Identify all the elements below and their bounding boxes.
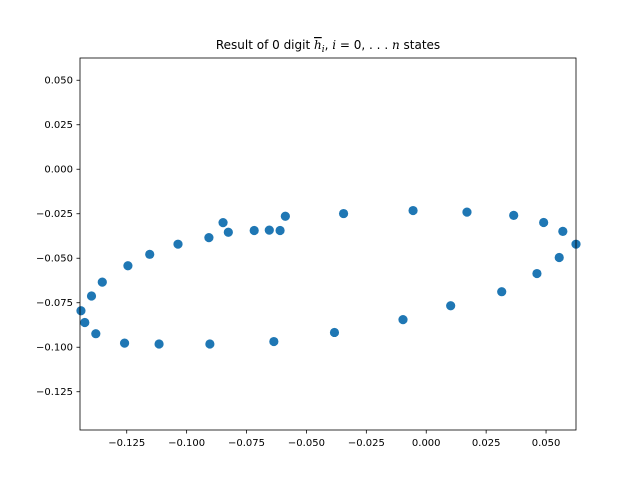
x-tick-label: 0.050 — [532, 438, 561, 449]
data-point — [145, 249, 155, 259]
data-point — [249, 225, 259, 236]
title-comma: , — [325, 38, 333, 52]
y-axis-ticks: 0.050 0.025 0.000 −0.025 −0.050 −0.075 −0.100 −… — [36, 76, 80, 398]
data-point — [173, 239, 183, 249]
x-tick-label: −0.100 — [168, 438, 205, 449]
y-tick-label: 0.000 — [44, 165, 73, 176]
data-point — [123, 261, 133, 271]
y-tick-label: 0.050 — [44, 76, 73, 87]
data-point — [86, 291, 97, 301]
data-point — [338, 208, 349, 219]
data-point — [80, 317, 90, 328]
data-point — [76, 306, 86, 316]
x-tick-label: −0.075 — [228, 438, 265, 449]
x-tick-label: −0.125 — [108, 438, 145, 449]
data-point — [558, 226, 568, 236]
chart-title: Result of 0 digit hi, i = 0, . . . n sta… — [216, 38, 440, 55]
y-tick-label: −0.050 — [36, 254, 73, 265]
data-point — [91, 329, 101, 339]
y-tick-label: −0.125 — [36, 387, 73, 398]
data-point — [218, 218, 228, 228]
data-point — [264, 225, 274, 235]
data-point — [497, 287, 507, 297]
x-tick-label: −0.025 — [348, 438, 385, 449]
data-point — [398, 315, 408, 325]
title-range: = 0, . . . — [336, 38, 392, 52]
data-point — [269, 336, 279, 347]
data-point — [539, 217, 549, 228]
y-tick-label: −0.075 — [36, 298, 73, 309]
y-tick-label: −0.025 — [36, 209, 73, 220]
x-tick-label: 0.025 — [472, 438, 501, 449]
title-prefix: Result of 0 digit — [216, 38, 314, 52]
title-suffix: states — [400, 38, 440, 52]
data-point — [204, 232, 214, 243]
data-points — [76, 205, 581, 349]
data-point — [462, 207, 472, 217]
title-i: i — [332, 38, 336, 52]
x-tick-label: −0.050 — [288, 438, 325, 449]
data-point — [329, 327, 340, 338]
x-tick-label: 0.000 — [412, 438, 441, 449]
data-point — [446, 301, 456, 311]
data-point — [154, 339, 164, 349]
y-tick-label: 0.025 — [44, 120, 73, 131]
data-point — [280, 211, 290, 221]
x-axis-ticks: −0.125 −0.100 −0.075 −0.050 −0.025 0.000 0.025… — [108, 430, 560, 449]
data-point — [275, 225, 285, 236]
title-n: n — [392, 38, 400, 52]
data-point — [554, 252, 564, 263]
data-point — [119, 338, 130, 348]
data-point — [532, 268, 542, 279]
data-point — [509, 210, 519, 220]
data-point — [223, 227, 233, 237]
title-subscript-i: i — [322, 45, 325, 55]
data-point — [97, 277, 107, 287]
data-point — [408, 205, 418, 216]
y-tick-label: −0.100 — [36, 343, 73, 354]
plot-area-frame — [79, 57, 577, 431]
data-point — [205, 339, 215, 349]
title-h-bar: h — [314, 38, 322, 52]
